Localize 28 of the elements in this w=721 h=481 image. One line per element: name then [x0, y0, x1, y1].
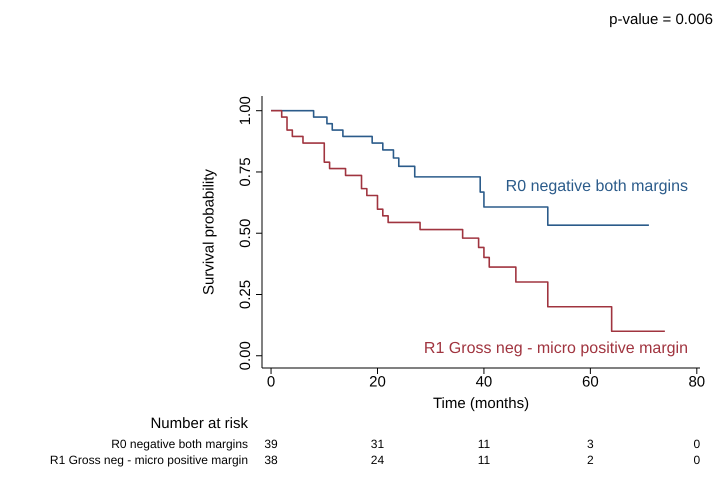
text: 39: [264, 437, 278, 451]
x-tick-label: 0: [266, 374, 276, 391]
x-axis-title: Time (months): [432, 395, 530, 412]
series-label: R1 Gross neg - micro positive margin: [424, 340, 688, 358]
y-axis-title: Survival probability: [200, 168, 218, 295]
x-tick-label: 20: [369, 374, 386, 391]
text: Number at risk: [150, 415, 248, 432]
y-tick-label: 0.25: [237, 280, 254, 310]
text: 2: [587, 453, 594, 467]
y-tick-label: 0.75: [237, 157, 254, 187]
text: p-value = 0.006: [609, 11, 713, 28]
text: 11: [478, 453, 490, 467]
text: 0: [693, 437, 700, 451]
series-label: R0 negative both margins: [506, 178, 688, 196]
x-tick-label: 40: [476, 374, 492, 391]
y-tick-label: 1.00: [237, 96, 254, 126]
y-tick-label: 0.50: [237, 218, 254, 248]
x-tick-label: 60: [582, 374, 599, 391]
text: 11: [478, 437, 490, 451]
text: 3: [587, 437, 594, 451]
text: 0: [693, 453, 700, 467]
text: R0 negative both margins: [111, 437, 248, 451]
y-tick-label: 0.00: [237, 341, 254, 370]
text: R1 Gross neg - micro positive margin: [50, 453, 248, 467]
text: 24: [370, 453, 384, 467]
text: 38: [264, 453, 278, 467]
text: 31: [370, 437, 384, 451]
x-tick-label: 80: [688, 374, 706, 391]
